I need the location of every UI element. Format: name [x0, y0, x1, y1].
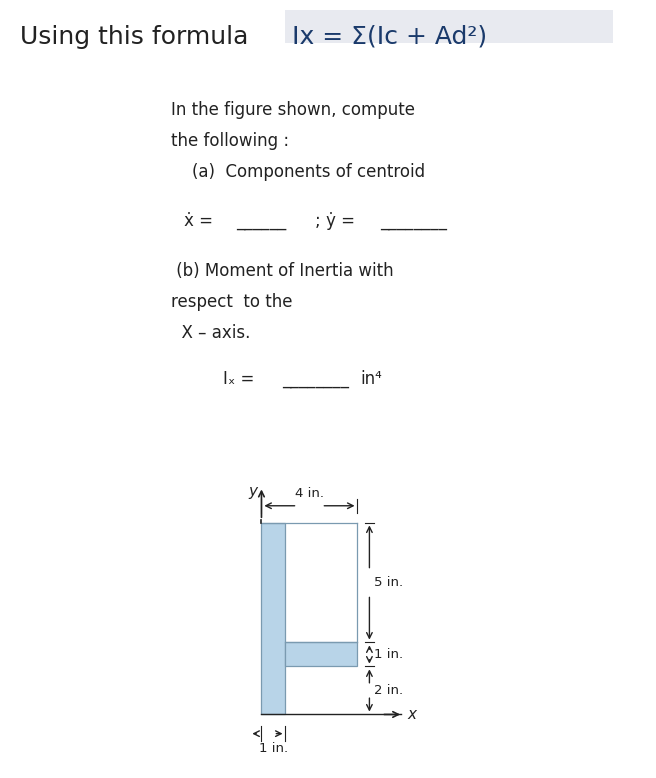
Text: (a)  Components of centroid: (a) Components of centroid: [171, 163, 424, 181]
Bar: [285, 643, 358, 667]
Text: the following :: the following :: [171, 132, 289, 150]
Text: 1 in.: 1 in.: [374, 648, 403, 661]
Text: 1 in.: 1 in.: [259, 742, 288, 755]
Text: in⁴: in⁴: [361, 370, 382, 387]
Text: x: x: [408, 707, 417, 722]
Text: 5 in.: 5 in.: [374, 576, 403, 589]
Text: In the figure shown, compute: In the figure shown, compute: [171, 101, 415, 119]
Text: 4 in.: 4 in.: [295, 487, 324, 499]
Text: respect  to the: respect to the: [171, 293, 292, 311]
Text: Using this formula: Using this formula: [20, 25, 248, 49]
Bar: [262, 523, 285, 714]
Text: y: y: [249, 484, 258, 499]
Text: 2 in.: 2 in.: [374, 684, 403, 697]
Text: ______: ______: [236, 212, 287, 230]
Text: Iₓ =: Iₓ =: [223, 370, 255, 387]
FancyBboxPatch shape: [285, 10, 613, 43]
Text: ẋ =: ẋ =: [184, 212, 213, 230]
Text: Ix = Σ(Ic + Ad²): Ix = Σ(Ic + Ad²): [292, 25, 487, 49]
Text: (b) Moment of Inertia with: (b) Moment of Inertia with: [171, 262, 393, 280]
Text: ________: ________: [380, 212, 447, 230]
Text: ________: ________: [282, 370, 349, 387]
Text: ; ẏ =: ; ẏ =: [315, 212, 355, 230]
Text: X – axis.: X – axis.: [171, 324, 250, 342]
